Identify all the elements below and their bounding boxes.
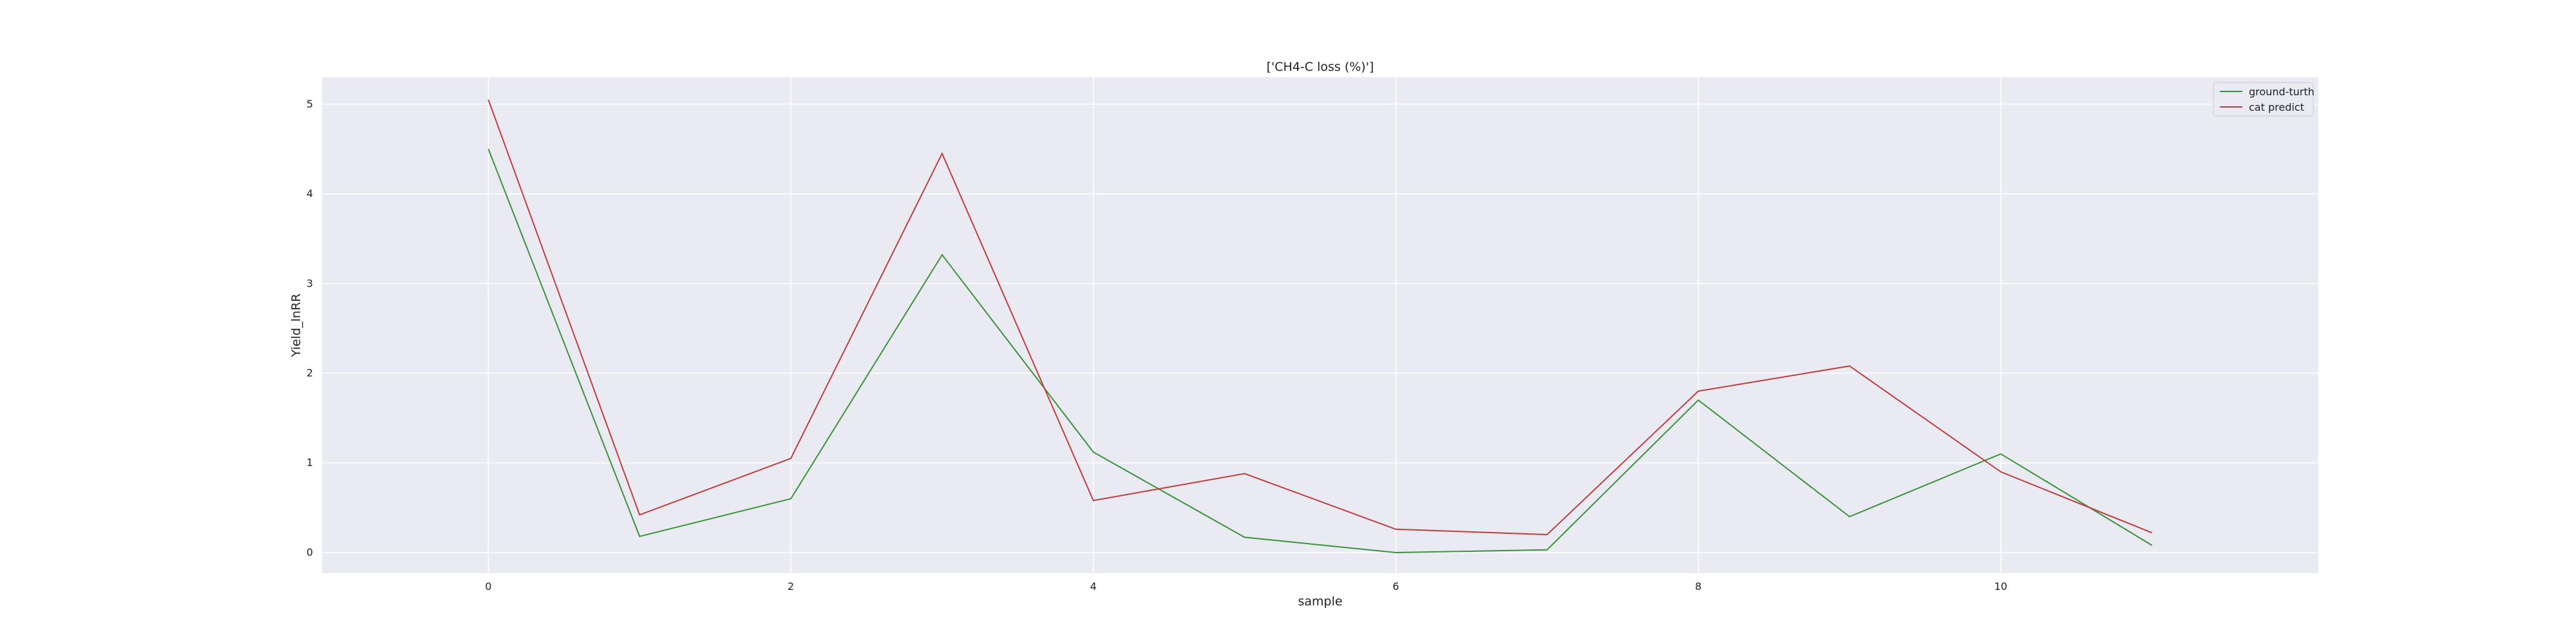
x-tick-label: 2 xyxy=(788,580,794,592)
y-tick-label: 4 xyxy=(307,187,313,200)
x-axis-label: sample xyxy=(1298,594,1342,609)
plot-background xyxy=(322,77,2318,573)
x-tick-label: 6 xyxy=(1392,580,1399,592)
series-line-ground-turth xyxy=(488,149,2153,553)
y-tick-label: 5 xyxy=(307,98,313,110)
series-line-cat-predict xyxy=(488,99,2153,536)
y-tick-label: 0 xyxy=(307,546,313,558)
y-tick-label: 2 xyxy=(307,366,313,379)
legend: ground-turth cat predict xyxy=(2213,82,2315,117)
grid xyxy=(322,77,2318,573)
x-tick-label: 8 xyxy=(1695,580,1701,592)
x-tick-label: 0 xyxy=(485,580,491,592)
x-tick-label: 4 xyxy=(1090,580,1097,592)
legend-label-cat-predict: cat predict xyxy=(2249,101,2304,113)
y-tick-labels: 0 1 2 3 4 5 xyxy=(307,98,313,558)
x-tick-labels: 0 2 4 6 8 10 xyxy=(485,580,2007,592)
x-tick-label: 10 xyxy=(1994,580,2007,592)
y-axis-label: Yield_lnRR xyxy=(289,294,303,357)
y-tick-label: 1 xyxy=(307,457,313,469)
legend-label-ground-turth: ground-turth xyxy=(2249,86,2315,98)
chart-title: ['CH4-C loss (%)'] xyxy=(1267,60,1374,74)
y-tick-label: 3 xyxy=(307,277,313,289)
series-layer xyxy=(488,99,2153,553)
